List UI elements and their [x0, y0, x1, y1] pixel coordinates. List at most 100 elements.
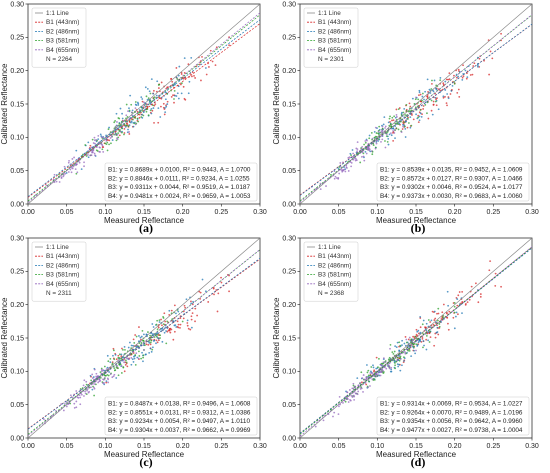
- data-point: [170, 95, 173, 98]
- data-point: [432, 323, 435, 326]
- legend-entry: B1 (443nm): [318, 253, 351, 260]
- data-point: [173, 98, 175, 100]
- y-tick-label: 0.00: [10, 201, 24, 208]
- data-point: [140, 342, 143, 344]
- data-point: [386, 140, 389, 143]
- data-point: [152, 92, 155, 95]
- regression-line-4: [299, 246, 533, 437]
- data-point: [89, 144, 92, 147]
- x-tick-label: 0.05: [332, 443, 346, 450]
- data-point: [342, 402, 344, 404]
- data-point: [364, 150, 367, 153]
- data-point: [378, 357, 380, 360]
- data-point: [147, 97, 150, 100]
- x-tick-label: 0.25: [215, 443, 229, 450]
- data-point: [191, 71, 194, 74]
- data-point: [351, 149, 354, 151]
- data-point: [111, 376, 114, 379]
- data-point: [217, 292, 220, 295]
- regression-line-3: [299, 14, 533, 202]
- data-point: [173, 324, 176, 327]
- data-point: [389, 115, 391, 118]
- data-point: [419, 315, 422, 318]
- data-point: [365, 383, 368, 386]
- data-point: [382, 369, 384, 372]
- data-point: [155, 339, 158, 342]
- data-point: [434, 96, 437, 99]
- data-point: [131, 109, 134, 112]
- data-point: [426, 78, 429, 81]
- data-point: [409, 126, 412, 129]
- data-point: [478, 57, 481, 60]
- data-point: [165, 330, 167, 332]
- data-point: [346, 391, 349, 394]
- data-point: [446, 316, 449, 319]
- data-point: [379, 374, 382, 377]
- data-point: [421, 323, 424, 326]
- data-point: [120, 131, 123, 134]
- data-point: [101, 144, 104, 147]
- legend-entry: 1:1 Line: [46, 244, 69, 251]
- data-point: [102, 369, 105, 372]
- data-point: [394, 137, 396, 140]
- data-point: [112, 375, 115, 378]
- data-point: [193, 74, 195, 77]
- data-point: [464, 304, 467, 306]
- data-point: [122, 359, 125, 362]
- data-point: [113, 358, 116, 361]
- data-point: [128, 124, 131, 127]
- data-point: [404, 136, 407, 138]
- data-point: [95, 139, 98, 141]
- data-point: [134, 334, 137, 336]
- data-point: [367, 369, 370, 372]
- data-point: [166, 320, 169, 323]
- data-point: [447, 97, 450, 100]
- data-point: [382, 361, 385, 364]
- x-tick-label: 0.20: [448, 443, 462, 450]
- data-point: [127, 110, 129, 113]
- data-point: [447, 322, 449, 325]
- data-point: [64, 403, 66, 405]
- data-point: [198, 63, 201, 66]
- data-point: [372, 144, 375, 147]
- data-point: [394, 345, 397, 348]
- data-point: [437, 307, 440, 310]
- data-point: [457, 75, 459, 78]
- data-point: [108, 139, 111, 142]
- y-tick-label: 0.05: [282, 402, 296, 409]
- data-point: [107, 381, 110, 384]
- data-point: [184, 77, 187, 79]
- data-point: [106, 377, 109, 380]
- data-point: [124, 125, 127, 128]
- data-point: [125, 103, 128, 106]
- data-point: [479, 295, 482, 298]
- data-point: [122, 348, 124, 351]
- data-point: [356, 393, 359, 396]
- data-point: [432, 100, 435, 103]
- data-point: [55, 180, 58, 183]
- x-tick-label: 0.10: [99, 443, 113, 450]
- data-point: [363, 143, 365, 146]
- x-tick-label: 0.05: [60, 443, 74, 450]
- data-point: [142, 356, 145, 359]
- data-point: [136, 356, 139, 359]
- data-point: [396, 341, 399, 344]
- data-point: [457, 313, 459, 316]
- data-point: [349, 152, 352, 155]
- data-point: [453, 74, 455, 77]
- data-point: [86, 389, 88, 392]
- data-point: [103, 376, 106, 379]
- data-point: [200, 79, 202, 82]
- data-point: [375, 132, 378, 134]
- data-point: [444, 95, 446, 98]
- x-axis-label: Measured Reflectance: [104, 450, 185, 459]
- data-point: [130, 103, 133, 106]
- data-point: [477, 301, 480, 304]
- data-point: [380, 371, 383, 374]
- data-point: [416, 330, 419, 333]
- equation-line-4: B4: y = 0.9373x + 0.0030, R² = 0.9683, A…: [380, 193, 523, 200]
- data-point: [398, 359, 401, 362]
- data-point: [350, 154, 352, 156]
- data-point: [121, 112, 123, 115]
- data-point: [98, 150, 101, 153]
